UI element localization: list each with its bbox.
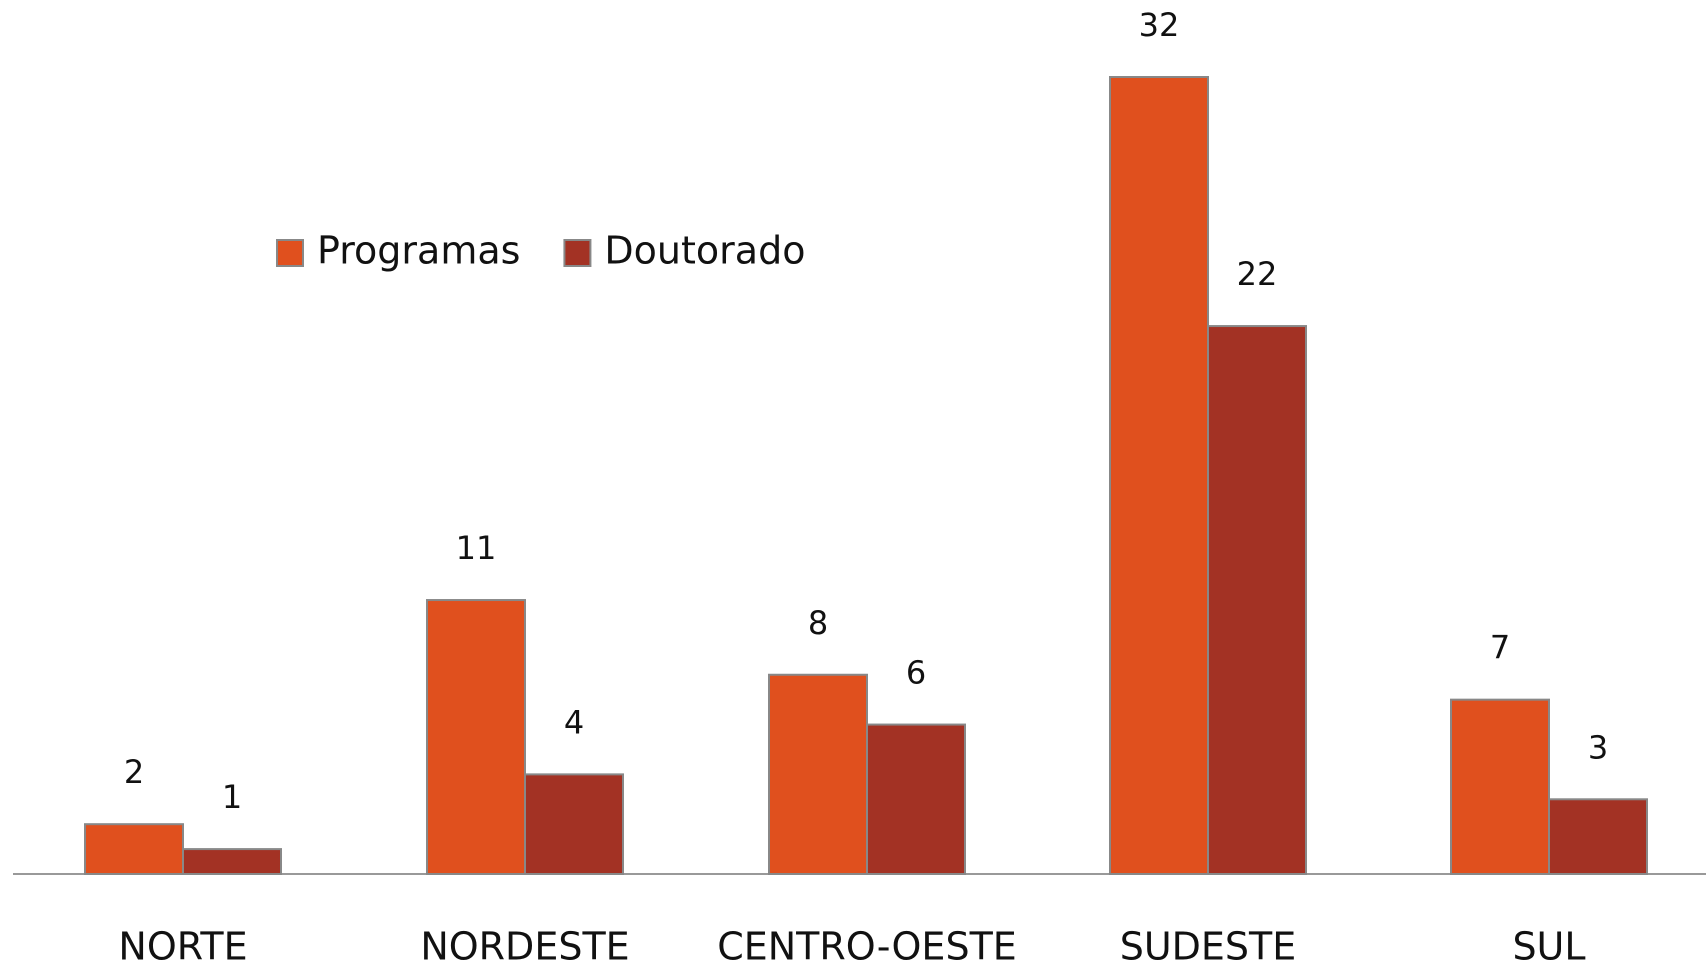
data-label: 1 (222, 778, 242, 816)
bar (84, 823, 184, 875)
bar (768, 673, 868, 875)
x-tick-label: SUDESTE (1120, 925, 1297, 969)
bar (1450, 698, 1550, 875)
x-tick-label: NORDESTE (420, 925, 629, 969)
legend-swatch (276, 239, 304, 267)
legend-swatch (563, 239, 592, 267)
data-label: 3 (1588, 728, 1608, 766)
data-label: 8 (808, 604, 828, 642)
data-label: 4 (564, 703, 584, 741)
data-label: 22 (1237, 255, 1278, 293)
x-tick-label: CENTRO-OESTE (717, 925, 1017, 969)
data-label: 32 (1139, 6, 1180, 44)
bar (1207, 325, 1307, 875)
x-tick-label: SUL (1512, 925, 1585, 969)
data-label: 6 (906, 654, 926, 692)
data-label: 2 (124, 753, 144, 791)
x-tick-label: NORTE (118, 925, 247, 969)
bar (866, 723, 966, 875)
legend-label: Programas (317, 229, 520, 273)
bar (182, 848, 282, 875)
bar (426, 599, 526, 875)
bar (1548, 798, 1648, 875)
data-label: 7 (1490, 629, 1510, 667)
bar (524, 773, 624, 875)
bar (1109, 76, 1209, 875)
data-label: 11 (456, 529, 497, 567)
legend-label: Doutorado (604, 229, 805, 273)
